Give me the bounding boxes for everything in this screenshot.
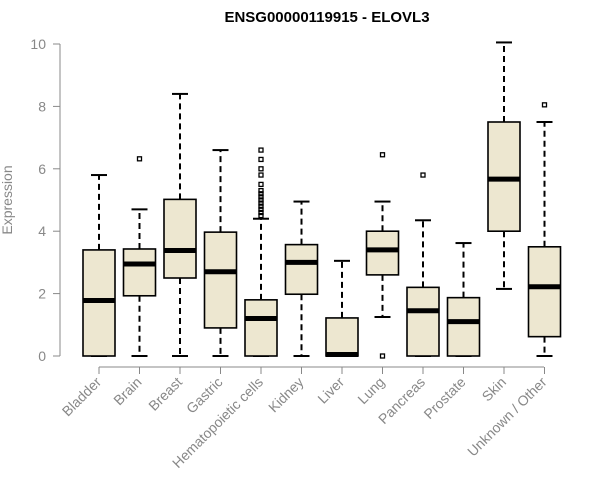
y-tick-label: 0 — [38, 348, 46, 364]
box-11 — [527, 102, 562, 357]
box-5 — [284, 200, 319, 357]
outlier-point — [379, 353, 386, 359]
y-tick-label: 4 — [38, 223, 46, 239]
x-tick-label: Liver — [314, 374, 347, 407]
outlier-point — [258, 197, 264, 203]
iqr-box — [122, 248, 157, 297]
outlier-point — [379, 152, 386, 158]
outlier-point — [541, 102, 548, 108]
outlier-point — [258, 206, 264, 213]
x-tick-label: Lung — [354, 374, 387, 407]
chart-title: ENSG00000119915 - ELOVL3 — [224, 9, 429, 26]
x-tick-label: Kidney — [265, 374, 307, 416]
box-9 — [446, 242, 481, 357]
box-0 — [82, 174, 116, 357]
box-1 — [122, 156, 157, 357]
iqr-box — [365, 230, 400, 276]
y-tick-label: 2 — [38, 286, 46, 302]
iqr-box — [325, 317, 359, 357]
x-tick-label: Brain — [110, 374, 144, 408]
outlier-point — [258, 200, 264, 206]
outlier-point — [420, 172, 426, 178]
iqr-box — [446, 296, 481, 357]
outlier-point — [258, 156, 264, 163]
outlier-point — [136, 156, 143, 162]
outlier-point — [258, 194, 264, 200]
iqr-box — [203, 231, 238, 329]
box-2 — [163, 92, 197, 357]
box-6 — [325, 259, 359, 357]
y-axis-ticks: 0 2 4 6 8 10 — [30, 36, 60, 364]
y-tick-label: 6 — [38, 161, 46, 177]
plot-area — [82, 41, 562, 359]
outlier-point — [258, 209, 264, 216]
outlier-point — [258, 147, 264, 153]
y-tick-label: 8 — [38, 98, 46, 114]
iqr-box — [406, 286, 440, 357]
iqr-box — [284, 243, 319, 296]
iqr-box — [527, 246, 562, 338]
box-4 — [244, 147, 278, 357]
iqr-box — [163, 198, 197, 279]
box-10 — [487, 41, 521, 290]
outlier-point — [258, 172, 264, 178]
x-tick-label: Breast — [145, 374, 185, 414]
outlier-point — [258, 212, 264, 219]
x-tick-label: Prostate — [420, 374, 468, 422]
y-axis-title: Expression — [0, 165, 15, 234]
box-7 — [365, 152, 400, 359]
box-8 — [406, 172, 440, 357]
iqr-box — [244, 299, 278, 357]
outlier-point — [258, 166, 264, 172]
outlier-point — [258, 203, 264, 209]
x-tick-label: Skin — [479, 374, 510, 405]
outlier-point — [258, 181, 264, 188]
outlier-point — [258, 191, 264, 197]
box-3 — [203, 149, 238, 357]
y-tick-label: 10 — [30, 36, 46, 52]
x-tick-label: Bladder — [59, 374, 105, 420]
outlier-point — [258, 187, 264, 194]
